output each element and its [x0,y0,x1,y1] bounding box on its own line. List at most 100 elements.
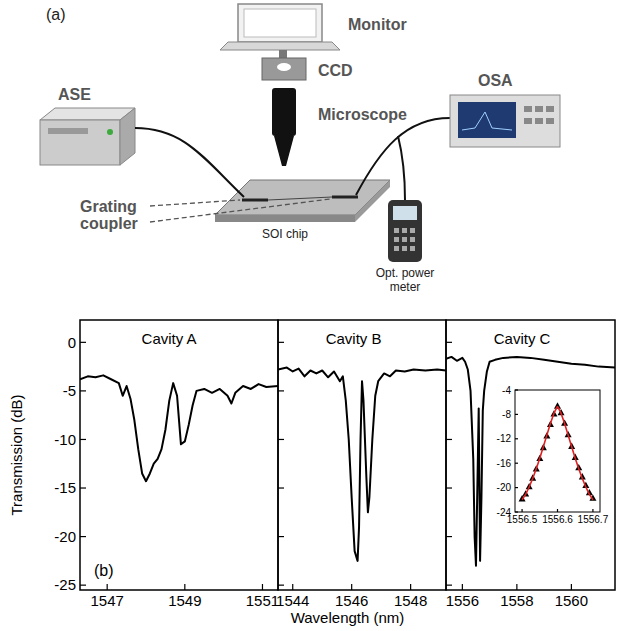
x-tick-label: 1546 [335,592,368,609]
y-tick [446,487,452,488]
y-tick [446,536,452,537]
power-meter-body [388,200,422,262]
y-tick [446,439,452,440]
osa-button [535,106,543,112]
power-meter-key [410,246,415,251]
power-meter-key [402,237,407,242]
y-tick-label: -8 [502,409,511,420]
y-tick-label: -25 [54,576,76,593]
x-tick [184,584,185,590]
x-tick-label: 1549 [168,592,201,609]
waveguide [268,197,332,200]
y-tick [515,389,518,390]
x-tick [262,584,263,590]
osa-screen [458,102,516,138]
ccd-cable [279,50,287,58]
x-tick-label: 1547 [90,592,123,609]
x-tick [462,584,463,590]
spectrum-line [522,406,593,499]
y-tick-label: -20 [497,482,512,493]
chart-panel: 1547154915510-5-10-15-20-25Cavity A(b)Tr… [8,320,279,609]
power-meter-key [394,228,399,233]
panel-title: Cavity A [142,330,197,347]
x-tick-label: 1556.5 [507,514,538,525]
x-tick-label: 1556.6 [542,514,573,525]
osa-button [535,118,543,124]
x-tick-label: 1558 [500,592,533,609]
y-tick [446,390,452,391]
panel-title: Cavity B [326,330,382,347]
y-tick [80,390,86,391]
monitor-label: Monitor [348,16,407,33]
monitor-screen [238,4,322,42]
y-tick-label: -15 [54,479,76,496]
y-tick [278,487,284,488]
spectrum-line [278,368,446,561]
power-meter-label: meter [390,280,421,294]
power-meter-key [410,228,415,233]
ccd-lens [277,63,291,71]
chart-panel: 154415461548Cavity BWavelength (nm) [276,320,446,626]
y-tick-label: -10 [54,431,76,448]
x-tick [592,509,593,512]
osa-button [546,106,554,112]
x-tick [107,584,108,590]
chip-edge [215,215,355,222]
ase-knob [107,129,113,135]
monitor-display [244,9,316,37]
panel-title: Cavity C [494,330,551,347]
grating-coupler-right [332,196,358,199]
microscope-body [272,88,296,136]
osa-button [546,118,554,124]
x-tick [571,584,572,590]
power-meter-screen [393,206,417,220]
x-tick-label: 1556.7 [578,514,609,525]
fiber-in [135,128,244,197]
y-tick [446,585,452,586]
y-tick [80,439,86,440]
setup-diagram: (a)MonitorCCDMicroscopeASESOI chipGratin… [40,4,560,294]
plot-frame [80,320,278,590]
y-tick [515,511,518,512]
x-tick [410,584,411,590]
y-tick [80,487,86,488]
y-tick [80,536,86,537]
chart-panel: 1556.51556.61556.7-4-8-12-16-20-24 [497,385,609,526]
y-tick-label: -20 [54,528,76,545]
grating-coupler-left [242,199,268,202]
y-tick [80,342,86,343]
power-meter-key [394,246,399,251]
osa-body [450,95,560,147]
coupler-leader [150,200,240,206]
osa-button [524,118,532,124]
x-tick-label: 1548 [394,592,427,609]
y-tick-label: -5 [63,382,76,399]
coupler-label: Grating [80,198,137,215]
plot-data [80,375,278,481]
plot-data [446,357,615,566]
y-tick-label: 0 [68,334,76,351]
osa-trace [462,112,512,130]
power-meter-key [410,237,415,242]
y-tick [515,463,518,464]
coupler-label: coupler [80,215,138,232]
y-tick [278,536,284,537]
ase-label: ASE [58,86,91,103]
y-tick [515,487,518,488]
ase-panel [48,128,88,134]
x-tick-label: 1556 [446,592,479,609]
y-tick [278,342,284,343]
osa-button [524,106,532,112]
ase-top [40,108,135,120]
x-tick [516,584,517,590]
y-tick-label: -16 [497,458,512,469]
figure: (a)MonitorCCDMicroscopeASESOI chipGratin… [0,0,628,631]
ase-front [40,120,120,165]
y-tick [278,439,284,440]
ase-side [120,108,135,165]
y-tick-label: -24 [497,507,512,518]
plot-data [519,402,597,501]
inset-background [515,390,600,512]
x-tick-label: 1551 [246,592,279,609]
ccd-camera [262,58,306,80]
